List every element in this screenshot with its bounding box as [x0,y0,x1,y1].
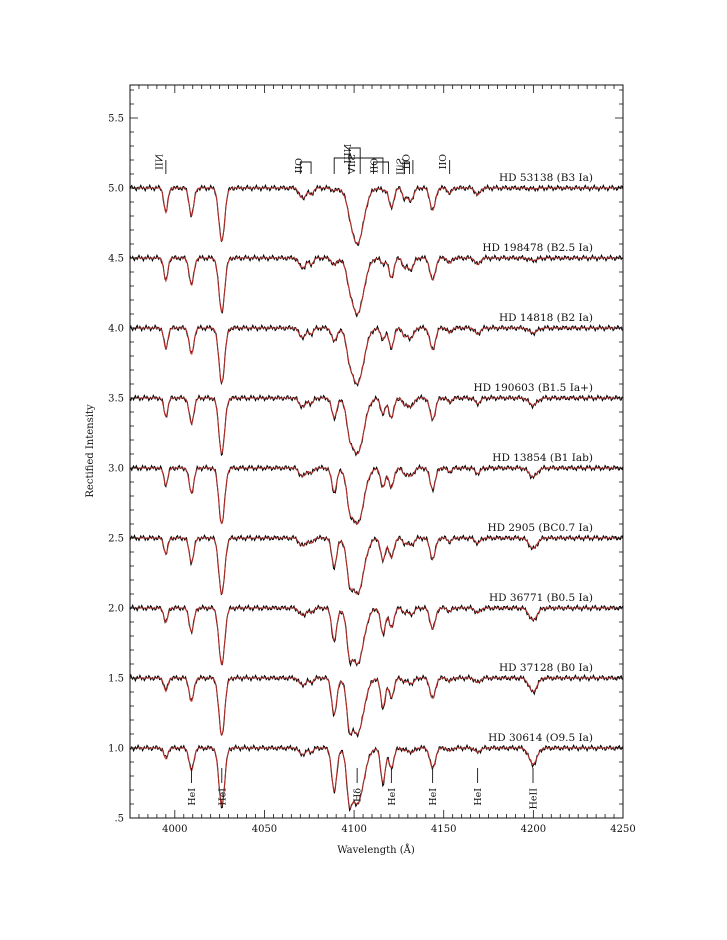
star-label-1: HD 198478 (B2.5 Ia) [482,242,593,254]
model-spectrum-8 [130,747,623,810]
observed-spectrum-5 [129,534,624,596]
upper-id-bracket-4 [373,161,389,174]
star-label-5: HD 2905 (BC0.7 Ia) [487,522,593,534]
y-tick-label-10: 5.5 [108,114,124,125]
upper-id-bracket-2 [333,157,384,174]
y-tick-label-7: 4.0 [108,324,124,335]
plot-frame [129,84,624,819]
x-tick-label-3: 4150 [431,824,456,835]
y-tick-label-2: 1.5 [108,674,124,685]
upper-id-label-2: SiIV [347,154,358,174]
model-spectrum-3 [130,397,623,455]
model-spectrum-1 [130,257,623,315]
observed-spectrum-1 [129,253,624,318]
lower-id-label-0: HeI [187,788,198,806]
star-label-8: HD 30614 (O9.5 Ia) [488,732,593,744]
y-tick-label-9: 5.0 [108,184,124,195]
upper-id-label-3: NIII [343,144,354,164]
model-spectrum-5 [130,537,623,595]
model-spectrum-7 [130,677,623,736]
spectra-group [129,183,624,812]
y-tick-label-5: 3.0 [108,464,124,475]
y-tick-label-3: 2.0 [108,604,124,615]
observed-spectrum-0 [129,183,624,246]
upper-id-bracket-5 [404,161,410,174]
lower-id-label-6: HeII [529,788,540,810]
model-spectrum-0 [130,187,623,245]
y-tick-label-1: 1.0 [108,744,124,755]
x-tick-label-5: 4250 [610,824,635,835]
y-tick-label-4: 2.5 [108,534,124,545]
observed-spectrum-6 [129,603,624,668]
upper-id-label-7: OII [438,154,449,170]
y-axis-label: Rectified Intensity [85,404,96,498]
lower-id-label-4: HeI [428,788,439,806]
star-label-7: HD 37128 (B0 Ia) [499,662,593,674]
observed-spectrum-7 [129,673,624,739]
lower-id-label-2: Hδ [353,788,364,802]
lower-id-label-1: HeI [217,788,228,806]
x-tick-label-1: 4050 [252,824,277,835]
model-spectrum-2 [130,327,623,385]
observed-spectrum-2 [129,323,623,387]
upper-id-label-6: OII [401,154,412,170]
star-label-4: HD 13854 (B1 Iab) [492,452,593,464]
y-axis-ticks: .5 1.0 1.5 2.0 2.5 3.0 3.5 4.0 4.5 5.0 5.5 [108,89,623,825]
upper-id-label-5: SiII [395,158,406,175]
x-tick-label-4: 4200 [521,824,546,835]
star-label-3: HD 190603 (B1.5 Ia+) [474,382,593,394]
star-label-6: HD 36771 (B0.5 Ia) [489,592,593,604]
star-label-0: HD 53138 (B3 Ia) [499,172,593,184]
x-axis-label: Wavelength (Å) [337,844,415,856]
x-tick-label-2: 4100 [341,824,366,835]
upper-id-label-0: NII [154,154,165,170]
upper-id-label-1: OII [294,158,305,174]
observed-spectrum-4 [129,463,624,526]
lower-id-label-3: HeI [387,788,398,806]
model-spectrum-4 [130,467,623,525]
star-labels: HD 53138 (B3 Ia) HD 198478 (B2.5 Ia) HD 14… [474,172,593,744]
star-label-2: HD 14818 (B2 Ia) [499,312,593,324]
lower-id-label-5: HeI [473,788,484,806]
observed-spectrum-8 [129,743,624,812]
upper-id-bracket-3 [348,147,361,174]
y-tick-label-8: 4.5 [108,254,124,265]
y-tick-label-0: .5 [114,814,124,825]
observed-spectrum-3 [129,393,624,457]
upper-id-bracket-1 [299,161,312,174]
model-spectrum-6 [130,607,623,666]
y-tick-label-6: 3.5 [108,394,124,405]
x-tick-label-0: 4000 [162,824,187,835]
x-axis-ticks: 4000 4050 4100 4150 4200 4250 [129,85,636,835]
upper-id-label-4: OII [369,158,380,174]
